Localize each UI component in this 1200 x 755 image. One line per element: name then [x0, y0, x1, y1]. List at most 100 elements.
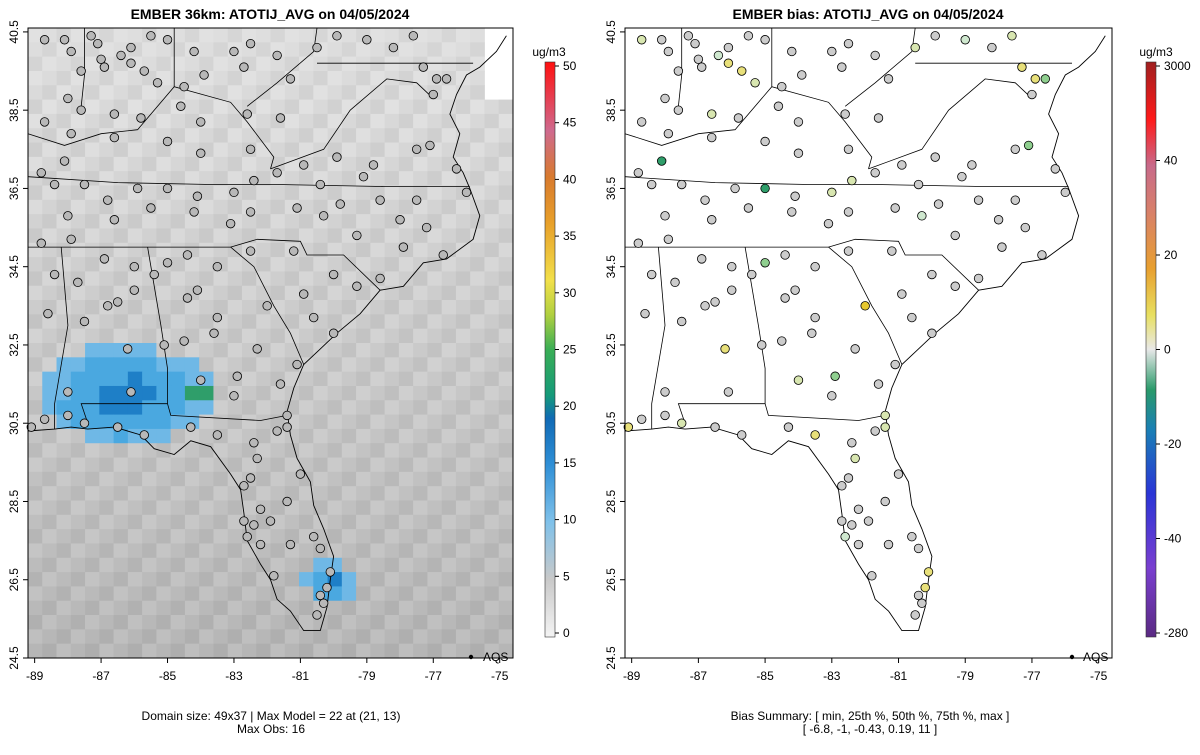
- grid-cell: [356, 428, 371, 444]
- grid-cell: [113, 185, 129, 201]
- grid-cell: [441, 543, 457, 559]
- grid-cell: [199, 471, 214, 487]
- aqs-site: [312, 42, 322, 53]
- grid-cell: [127, 600, 143, 616]
- grid-cell: [142, 486, 157, 501]
- grid-cell: [313, 56, 328, 72]
- grid-cell: [184, 615, 200, 630]
- grid-cell: [184, 514, 200, 530]
- aqs-bias-site: [677, 418, 687, 428]
- grid-cell: [470, 471, 485, 487]
- grid-cell: [241, 271, 257, 287]
- aqs-site: [59, 156, 70, 166]
- grid-cell: [341, 85, 357, 100]
- grid-cell: [213, 357, 229, 373]
- grid-cell: [313, 328, 328, 344]
- grid-cell: [241, 128, 257, 143]
- grid-cell: [70, 214, 86, 229]
- grid-cell: [470, 70, 485, 86]
- grid-cell: [455, 199, 471, 215]
- grid-cell: [384, 385, 400, 401]
- grid-cell: [199, 385, 214, 401]
- grid-cell: [370, 414, 386, 430]
- lat-tick-label: 26.5: [7, 568, 21, 592]
- grid-cell: [341, 257, 357, 272]
- grid-cell: [113, 70, 129, 86]
- grid-cell: [213, 486, 229, 501]
- aqs-site: [182, 293, 193, 303]
- grid-cell: [299, 300, 314, 315]
- aqs-bias-site: [827, 187, 837, 198]
- grid-cell: [470, 156, 485, 172]
- grid-cell: [356, 586, 371, 602]
- grid-cell: [270, 85, 286, 100]
- aqs-bias-site: [913, 590, 924, 601]
- grid-cell: [484, 385, 500, 401]
- colorbar-tick-label: 0: [563, 626, 570, 640]
- grid-cell: [413, 586, 428, 602]
- grid-cell: [384, 300, 400, 315]
- aqs-site: [26, 422, 37, 432]
- lat-tick-label: 36.5: [604, 176, 618, 200]
- grid-cell: [184, 113, 200, 129]
- grid-cell: [498, 457, 514, 473]
- grid-cell: [441, 328, 457, 344]
- lat-tick-label: 40.5: [7, 20, 21, 44]
- lat-tick-label: 38.5: [7, 98, 21, 122]
- grid-cell: [341, 400, 357, 415]
- aqs-bias-site: [636, 414, 647, 425]
- grid-cell: [427, 285, 443, 301]
- grid-cell: [199, 185, 214, 201]
- grid-cell: [241, 185, 257, 201]
- grid-cell: [28, 543, 43, 559]
- grid-cell: [413, 357, 428, 373]
- aqs-bias-site: [897, 289, 907, 299]
- grid-cell: [127, 128, 143, 143]
- aqs-site: [126, 58, 136, 68]
- grid-cell: [28, 328, 43, 344]
- grid-cell: [313, 285, 328, 301]
- aqs-bias-site: [870, 426, 880, 436]
- colorbar-tick-label: 25: [563, 343, 577, 357]
- grid-cell: [455, 242, 471, 258]
- grid-cell: [199, 42, 214, 58]
- grid-cell: [384, 629, 400, 645]
- aqs-bias-site: [860, 301, 870, 311]
- aqs-site: [79, 179, 90, 190]
- aqs-site: [282, 410, 292, 421]
- grid-cell: [142, 514, 157, 530]
- grid-cell: [427, 500, 443, 516]
- grid-cell: [99, 42, 114, 58]
- aqs-site: [438, 250, 448, 260]
- grid-cell: [227, 28, 243, 43]
- grid-cell: [470, 99, 485, 115]
- aqs-bias-site: [1017, 62, 1027, 72]
- aqs-site: [136, 113, 146, 123]
- grid-cell: [441, 257, 457, 272]
- grid-cell: [85, 142, 100, 158]
- grid-cell: [270, 214, 286, 229]
- grid-cell: [356, 514, 371, 530]
- grid-cell: [70, 142, 86, 158]
- grid-cell: [370, 529, 386, 544]
- grid-cell: [270, 486, 286, 501]
- grid-cell: [85, 128, 100, 143]
- aqs-site: [239, 62, 249, 72]
- grid-cell: [127, 314, 143, 330]
- grid-cell: [484, 113, 500, 129]
- grid-cell: [441, 128, 457, 143]
- colorbar-tick-label: 30: [563, 286, 577, 300]
- grid-cell: [356, 271, 371, 287]
- grid-cell: [227, 70, 243, 86]
- grid-cell: [384, 99, 400, 115]
- grid-cell: [28, 300, 43, 315]
- grid-cell: [127, 28, 143, 43]
- grid-cell: [313, 142, 328, 158]
- grid-cell: [427, 42, 443, 58]
- grid-cell: [42, 56, 57, 72]
- aqs-bias-site: [646, 179, 657, 190]
- grid-cell: [299, 557, 314, 573]
- aqs-bias-site: [660, 410, 670, 421]
- grid-cell: [413, 572, 428, 587]
- aqs-bias-site: [897, 160, 907, 170]
